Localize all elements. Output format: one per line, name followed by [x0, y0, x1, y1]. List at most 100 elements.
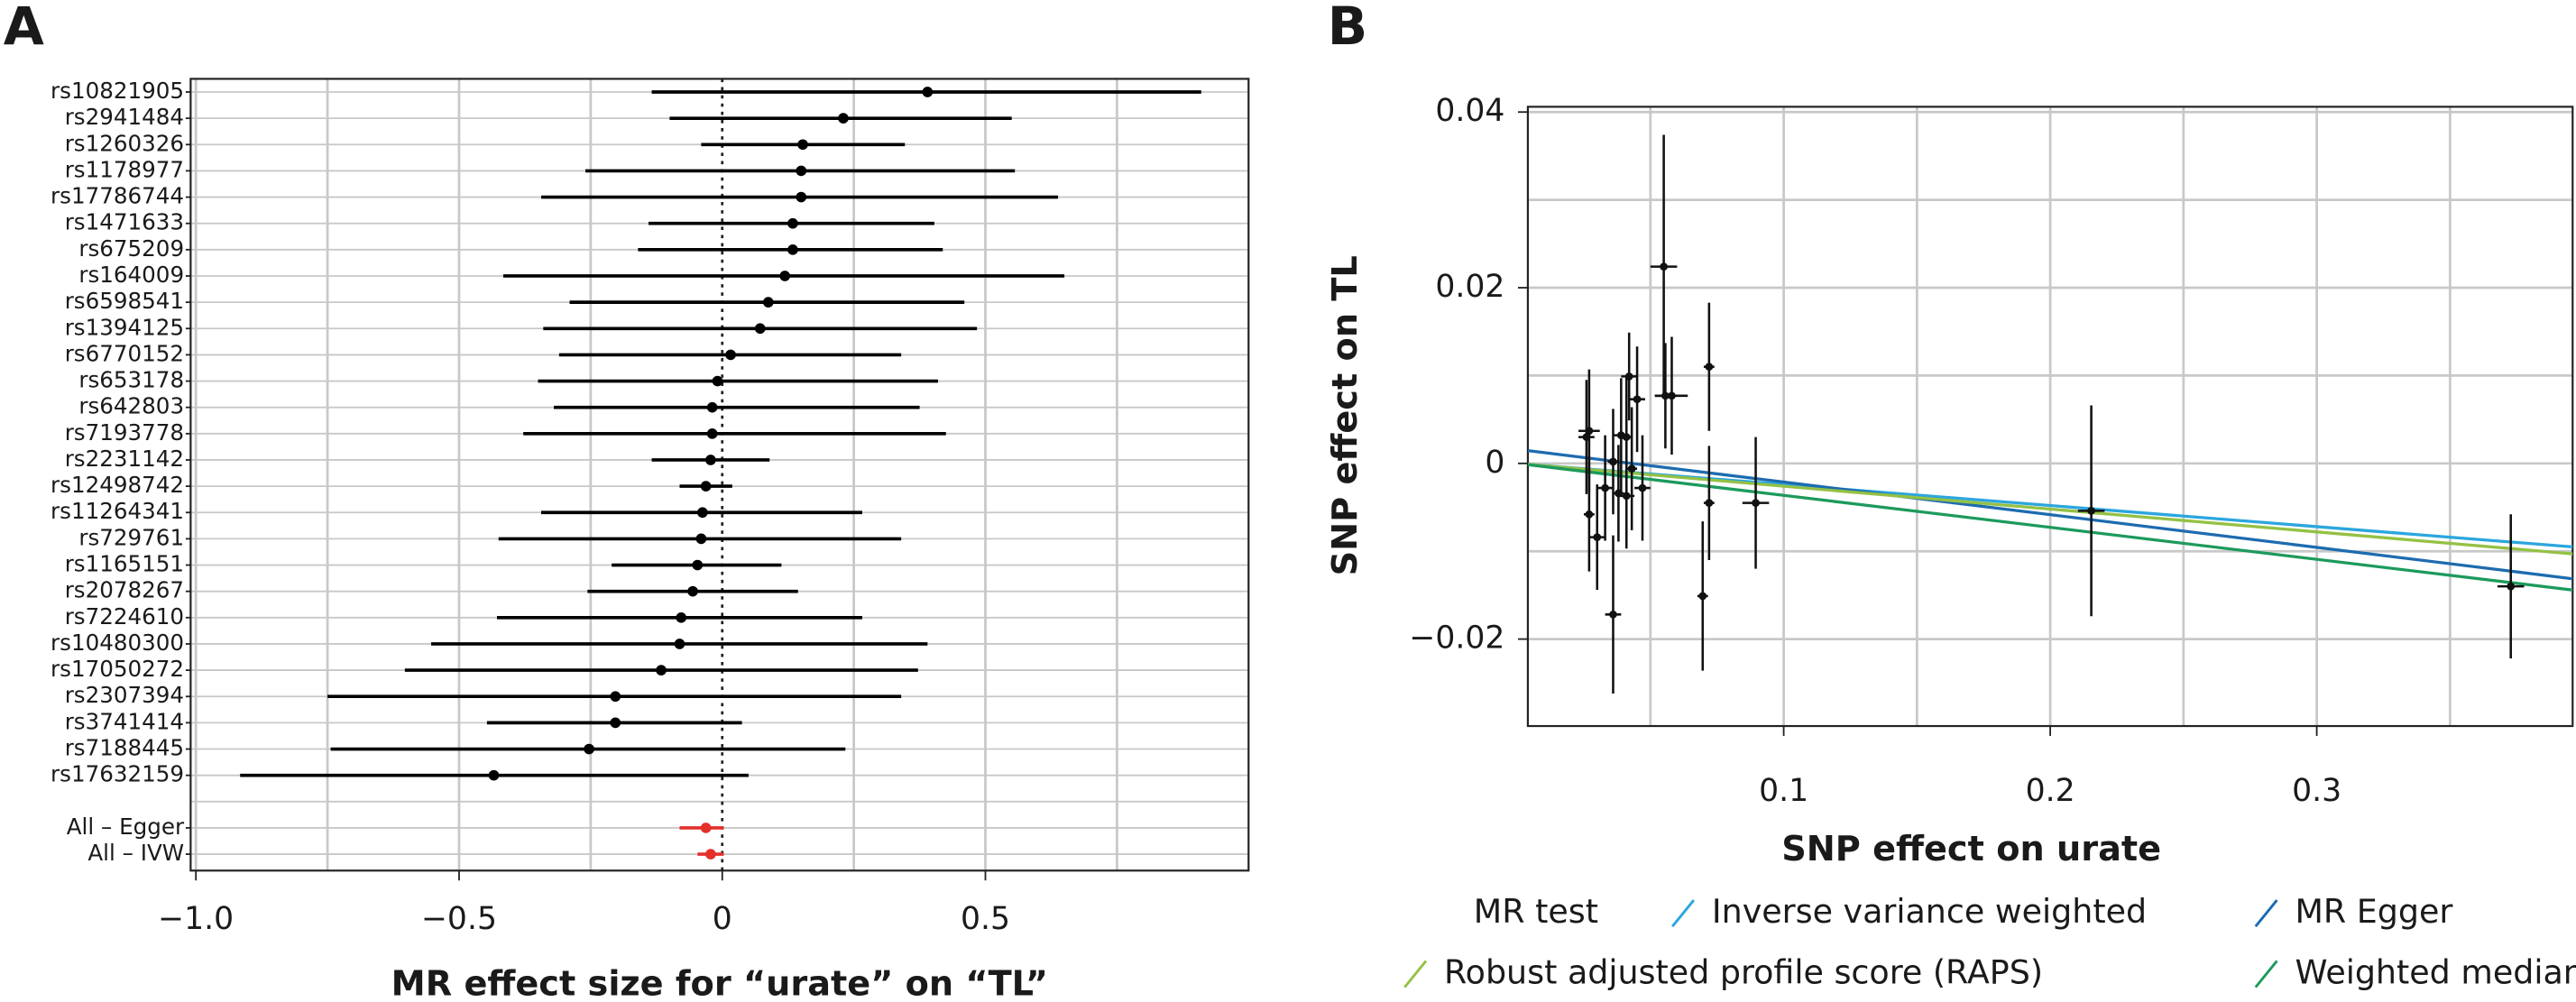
legend-swatch	[2254, 899, 2278, 928]
row-label: rs675209	[78, 235, 184, 262]
row-label: rs1394125	[65, 314, 184, 340]
panel-label: B	[1328, 0, 1367, 57]
y-tick-label: 0.02	[1435, 269, 1504, 305]
row-label: rs1178977	[65, 156, 184, 182]
x-tick-label: −1.0	[158, 901, 234, 937]
estimate	[695, 533, 707, 545]
estimate	[488, 769, 500, 781]
point	[1660, 262, 1668, 271]
row-label: rs7193778	[65, 419, 184, 446]
point	[1633, 395, 1642, 404]
estimate	[725, 349, 736, 361]
y-tick-label: −0.02	[1409, 621, 1504, 657]
x-axis-label: MR effect size for “urate” on “TL”	[391, 964, 1048, 1002]
point	[1752, 499, 1760, 508]
legend-swatch	[1403, 960, 1428, 988]
plot-area	[1527, 449, 2573, 592]
row-label: All – IVW	[87, 840, 184, 866]
estimate	[797, 139, 808, 151]
estimate	[697, 507, 708, 519]
point	[2507, 582, 2516, 591]
legend-label: Robust adjusted profile score (RAPS)	[1444, 953, 2043, 992]
fit-line	[1527, 449, 2573, 581]
point	[1609, 610, 1617, 619]
estimate	[787, 217, 798, 229]
estimate	[610, 691, 621, 703]
row-label: rs729761	[78, 524, 184, 550]
x-tick-label: 0	[713, 901, 732, 937]
estimate	[796, 191, 807, 203]
estimate	[656, 665, 667, 676]
row-label: rs2307394	[65, 682, 184, 708]
row-label: rs7224610	[65, 603, 184, 630]
estimate	[706, 427, 718, 439]
row-label: rs1471633	[65, 209, 184, 235]
point	[1622, 492, 1631, 501]
row-label: rs17050272	[51, 656, 184, 682]
estimate	[838, 113, 849, 124]
row-label: rs10480300	[51, 630, 184, 656]
estimate	[687, 585, 698, 597]
plot-frame	[189, 78, 1250, 872]
estimate	[705, 455, 716, 465]
legend-swatch	[2254, 960, 2278, 988]
panel-label: A	[4, 0, 44, 57]
row-label: rs2078267	[65, 577, 184, 603]
row-label: rs1165151	[65, 551, 184, 577]
point	[1705, 499, 1714, 508]
row-label: rs12498742	[51, 472, 184, 498]
estimate	[754, 323, 766, 335]
point	[1609, 457, 1617, 466]
fit-line	[1527, 463, 2573, 592]
legend-title: MR test	[1474, 892, 1598, 931]
estimate	[610, 717, 621, 729]
point	[1698, 592, 1707, 601]
row-label: rs6770152	[65, 340, 184, 366]
legend-label: MR Egger	[2295, 892, 2452, 931]
estimate	[922, 87, 934, 97]
x-tick-label: 0.3	[2292, 773, 2341, 809]
row-label: rs11264341	[51, 498, 184, 524]
estimate	[712, 375, 723, 387]
point	[2087, 507, 2095, 515]
point	[1622, 433, 1631, 441]
y-tick-label: 0	[1485, 445, 1504, 481]
estimate	[692, 559, 704, 571]
point	[1593, 533, 1602, 541]
row-label: rs642803	[78, 393, 184, 419]
row-label: rs17786744	[51, 183, 184, 209]
point	[1627, 464, 1636, 473]
point	[1601, 483, 1609, 492]
estimate	[705, 849, 716, 860]
row-label: rs2941484	[65, 104, 184, 130]
legend-label: Weighted median	[2295, 953, 2576, 992]
estimate	[779, 271, 791, 281]
row-label: rs6598541	[65, 288, 184, 314]
row-label: rs653178	[78, 367, 184, 393]
estimate	[706, 401, 718, 413]
estimate	[796, 165, 807, 177]
row-label: rs7188445	[65, 735, 184, 761]
estimate	[584, 743, 594, 755]
estimate	[787, 244, 798, 255]
x-axis-label: SNP effect on urate	[1781, 830, 2161, 869]
point	[1582, 433, 1591, 441]
x-tick-label: 0.1	[1759, 773, 1808, 809]
point	[1638, 483, 1647, 492]
row-label: rs2231142	[65, 446, 184, 472]
y-tick-label: 0.04	[1435, 93, 1504, 129]
point	[1585, 510, 1594, 519]
row-label: rs3741414	[65, 708, 184, 734]
x-tick-label: 0.5	[961, 901, 1010, 937]
row-label: rs1260326	[65, 130, 184, 156]
row-label: rs10821905	[51, 78, 184, 104]
point	[1705, 363, 1714, 372]
x-tick-label: 0.2	[2026, 773, 2075, 809]
estimate	[674, 639, 685, 649]
estimate	[762, 297, 774, 308]
estimate	[676, 611, 687, 623]
estimate	[700, 823, 712, 833]
x-tick-label: −0.5	[421, 901, 497, 937]
legend-swatch	[1671, 899, 1695, 928]
